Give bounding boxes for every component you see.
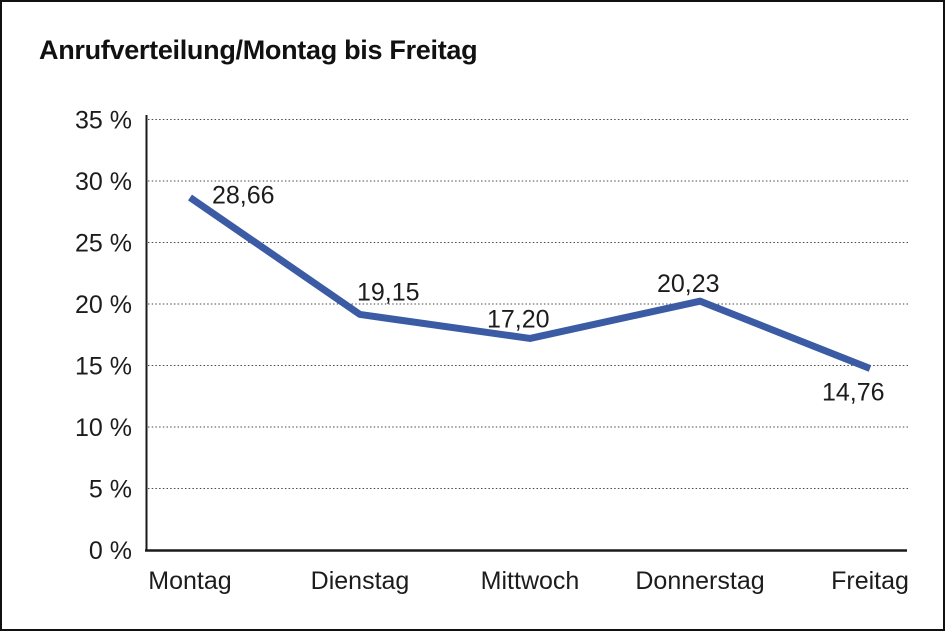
y-axis-label: 35 %	[75, 107, 132, 135]
y-axis-label: 15 %	[75, 353, 132, 381]
x-axis-label: Freitag	[831, 567, 909, 595]
data-label: 14,76	[822, 378, 885, 406]
y-axis-label: 10 %	[75, 414, 132, 442]
series-line	[188, 194, 872, 372]
x-axis-label: Mittwoch	[481, 567, 580, 595]
x-axis-label: Donnerstag	[635, 567, 764, 595]
data-label: 17,20	[487, 305, 550, 333]
y-axis-label: 20 %	[75, 291, 132, 319]
data-label: 28,66	[212, 181, 275, 209]
chart-title: Anrufverteilung/Montag bis Freitag	[39, 35, 478, 65]
y-axis-label: 5 %	[89, 476, 132, 504]
gridlines	[148, 119, 908, 489]
x-axis-label: Dienstag	[311, 567, 410, 595]
y-axis-label: 0 %	[89, 537, 132, 565]
x-axis-labels: Montag Dienstag Mittwoch Donnerstag Freitag	[148, 567, 909, 595]
series-group	[188, 194, 872, 372]
y-axis-label: 30 %	[75, 168, 132, 196]
y-axis-label: 25 %	[75, 230, 132, 258]
x-axis-label: Montag	[148, 567, 231, 595]
y-axis-labels: 0 % 5 % 10 % 15 % 20 % 25 % 30 % 35 %	[75, 107, 132, 566]
data-label: 19,15	[357, 278, 420, 306]
data-label: 20,23	[657, 270, 720, 298]
data-labels-group: 28,66 19,15 17,20 20,23 14,76	[212, 181, 885, 406]
